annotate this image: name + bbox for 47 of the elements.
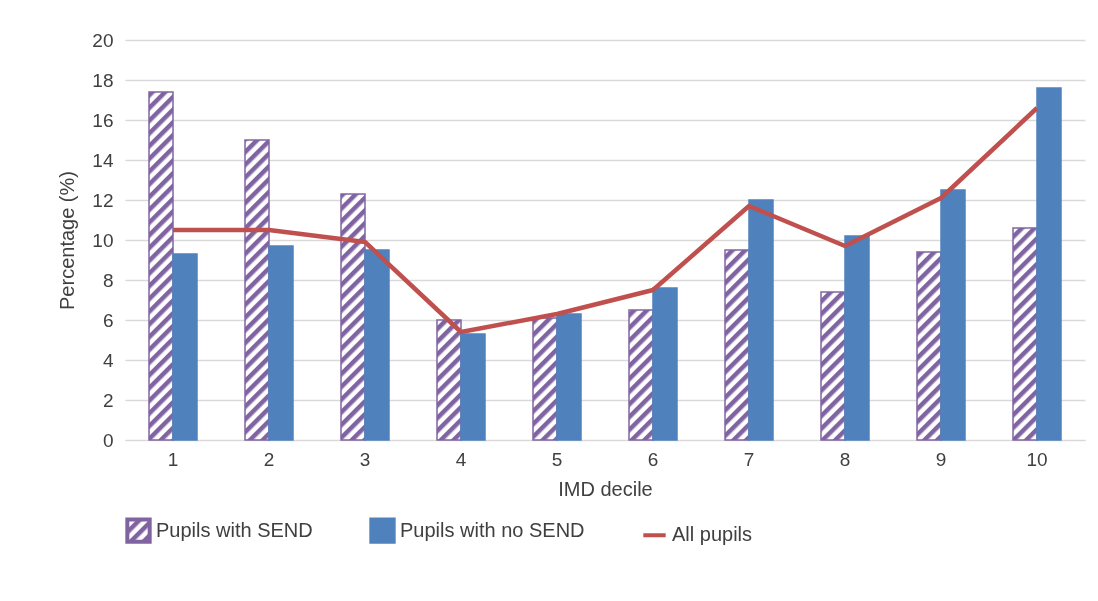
bar	[436, 319, 462, 441]
bar	[172, 253, 198, 441]
y-tick-label: 6	[102, 309, 114, 331]
bar	[652, 287, 678, 441]
y-tick-label: 14	[92, 149, 114, 171]
bar	[1036, 87, 1062, 441]
x-tick-label: 5	[551, 448, 563, 470]
bar	[148, 91, 174, 441]
legend-label: All pupils	[672, 523, 753, 546]
legend-label: Pupils with SEND	[156, 518, 313, 541]
bar	[268, 245, 294, 441]
y-tick-label: 4	[102, 349, 114, 371]
x-tick-label: 2	[263, 448, 275, 470]
y-tick-label: 0	[102, 429, 114, 451]
x-tick-label: 4	[455, 448, 467, 470]
y-axis-title: Percentage (%)	[56, 171, 79, 310]
legend-label: Pupils with no SEND	[400, 518, 585, 541]
bar	[724, 249, 750, 441]
y-tick-label: 10	[92, 229, 114, 251]
bar	[244, 139, 270, 441]
y-tick-label: 16	[92, 109, 114, 131]
line-series	[170, 105, 1040, 335]
bar	[340, 193, 366, 441]
y-tick-label: 12	[92, 189, 114, 211]
y-tick-label: 18	[92, 69, 114, 91]
bar	[364, 249, 390, 441]
x-axis-title: IMD decile	[558, 477, 653, 500]
bar	[820, 291, 846, 441]
x-tick-label: 1	[167, 448, 179, 470]
bar	[460, 333, 486, 441]
bar	[748, 199, 774, 441]
bar	[940, 189, 966, 441]
y-tick-label: 8	[102, 269, 114, 291]
x-tick-label: 7	[743, 448, 755, 470]
bar	[532, 317, 558, 441]
bar	[556, 313, 582, 441]
y-tick-label: 2	[102, 389, 114, 411]
bar	[628, 309, 654, 441]
x-tick-label: 3	[359, 448, 371, 470]
x-tick-label: 9	[935, 448, 947, 470]
y-tick-label: 20	[92, 29, 114, 51]
x-tick-label: 6	[647, 448, 659, 470]
x-tick-label: 10	[1026, 448, 1048, 470]
bar	[844, 235, 870, 441]
bar	[1012, 227, 1038, 441]
bar	[916, 251, 942, 441]
x-tick-label: 8	[839, 448, 851, 470]
